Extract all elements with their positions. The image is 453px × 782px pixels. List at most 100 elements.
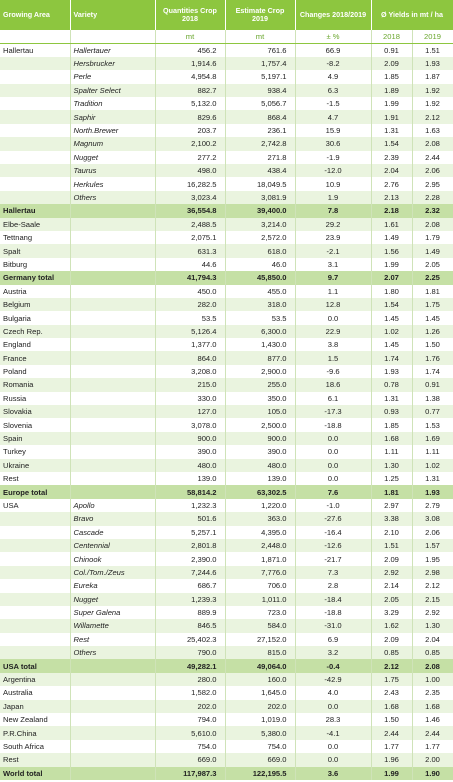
cell: [70, 271, 156, 285]
cell: Tettnang: [0, 230, 71, 245]
unit-cell: mt: [225, 30, 296, 44]
data-row: Spain 900.0 900.0 0.0 1.68 1.69: [0, 431, 453, 446]
cell: 1.62: [371, 619, 413, 633]
cell: 1,220.0: [225, 498, 296, 513]
cell: 2.04: [412, 632, 453, 647]
cell: [0, 538, 71, 553]
cell: 5,197.1: [225, 70, 296, 84]
cell: [70, 766, 156, 780]
cell: [70, 418, 156, 432]
cell: 2,488.5: [155, 217, 226, 231]
unit-cell: 2019: [412, 30, 453, 44]
cell: 1.75: [371, 672, 413, 687]
data-row: Belgium 282.0 318.0 12.8 1.54 1.75: [0, 297, 453, 312]
cell: 18.6: [295, 378, 372, 392]
cell: -27.6: [295, 512, 372, 526]
cell: 7,776.0: [225, 565, 296, 580]
cell: 2.14: [371, 579, 413, 593]
cell: 669.0: [225, 753, 296, 767]
data-row: Spalt 631.3 618.0 -2.1 1.56 1.49: [0, 244, 453, 258]
cell: Nugget: [70, 592, 156, 606]
cell: 236.1: [225, 123, 296, 138]
cell: 160.0: [225, 672, 296, 687]
cell: 3.29: [371, 605, 413, 620]
cell: [0, 605, 71, 620]
cell: 501.6: [155, 512, 226, 526]
cell: Centennial: [70, 538, 156, 553]
cell: 6.9: [295, 632, 372, 647]
cell: Spalt: [0, 244, 71, 258]
cell: 28.3: [295, 713, 372, 727]
cell: 790.0: [155, 646, 226, 660]
cell: 2.13: [371, 190, 413, 205]
data-row: USA Apollo 1,232.3 1,220.0 -1.0 2.97 2.79: [0, 498, 453, 513]
cell: 1.45: [412, 311, 453, 325]
cell: 202.0: [155, 699, 226, 714]
cell: 6,300.0: [225, 324, 296, 339]
cell: 498.0: [155, 164, 226, 178]
cell: [0, 525, 71, 539]
total-row: Germany total 41,794.3 45,850.0 9.7 2.07 2.25: [0, 271, 453, 285]
cell: Europe total: [0, 485, 71, 499]
cell: [70, 726, 156, 740]
cell: 1.31: [371, 391, 413, 406]
data-row: North.Brewer 203.7 236.1 15.9 1.31 1.63: [0, 123, 453, 138]
cell: [0, 552, 71, 566]
cell: -0.4: [295, 659, 372, 673]
cell: 127.0: [155, 405, 226, 419]
cell: 1.87: [412, 70, 453, 84]
cell: [70, 739, 156, 754]
cell: 2.98: [412, 565, 453, 580]
cell: 2.12: [371, 659, 413, 673]
cell: 2.43: [371, 686, 413, 700]
cell: 1.5: [295, 351, 372, 365]
cell: 2.00: [412, 753, 453, 767]
cell: 0.0: [295, 753, 372, 767]
cell: 1.38: [412, 391, 453, 406]
data-row: Bravo 501.6 363.0 -27.6 3.38 3.08: [0, 512, 453, 526]
cell: 277.2: [155, 150, 226, 165]
data-row: Tradition 5,132.0 5,056.7 -1.5 1.99 1.92: [0, 97, 453, 111]
cell: 10.9: [295, 177, 372, 191]
cell: 0.0: [295, 472, 372, 486]
cell: 2.76: [371, 177, 413, 191]
cell: 23.9: [295, 230, 372, 245]
cell: 1,239.3: [155, 592, 226, 606]
cell: 438.4: [225, 164, 296, 178]
cell: 450.0: [155, 284, 226, 298]
cell: 1.96: [371, 753, 413, 767]
cell: -16.4: [295, 525, 372, 539]
cell: 2.04: [371, 164, 413, 178]
data-row: Slovakia 127.0 105.0 -17.3 0.93 0.77: [0, 405, 453, 419]
cell: Others: [70, 190, 156, 205]
cell: [70, 351, 156, 365]
cell: 3.8: [295, 338, 372, 352]
cell: 1.02: [371, 324, 413, 339]
cell: 4.0: [295, 686, 372, 700]
cell: 2.8: [295, 579, 372, 593]
cell: 2.09: [371, 552, 413, 566]
cell: Tradition: [70, 97, 156, 111]
cell: 350.0: [225, 391, 296, 406]
cell: 1,377.0: [155, 338, 226, 352]
cell: 1.79: [412, 230, 453, 245]
cell: 761.6: [225, 43, 296, 57]
table-body: Hallertau Hallertauer 456.2 761.6 66.9 0.91 1.…: [0, 43, 453, 780]
cell: 2.39: [371, 150, 413, 165]
cell: Slovakia: [0, 405, 71, 419]
cell: [0, 579, 71, 593]
cell: 2.18: [371, 204, 413, 218]
cell: [70, 699, 156, 714]
cell: Cascade: [70, 525, 156, 539]
cell: 7,244.6: [155, 565, 226, 580]
unit-row: mt mt ± % 2018 2019: [0, 30, 453, 44]
cell: 456.2: [155, 43, 226, 57]
cell: 0.0: [295, 458, 372, 472]
cell: 0.85: [371, 646, 413, 660]
cell: 46.0: [225, 257, 296, 272]
data-row: Slovenia 3,078.0 2,500.0 -18.8 1.85 1.53: [0, 418, 453, 432]
cell: France: [0, 351, 71, 365]
cell: 1.63: [412, 123, 453, 138]
